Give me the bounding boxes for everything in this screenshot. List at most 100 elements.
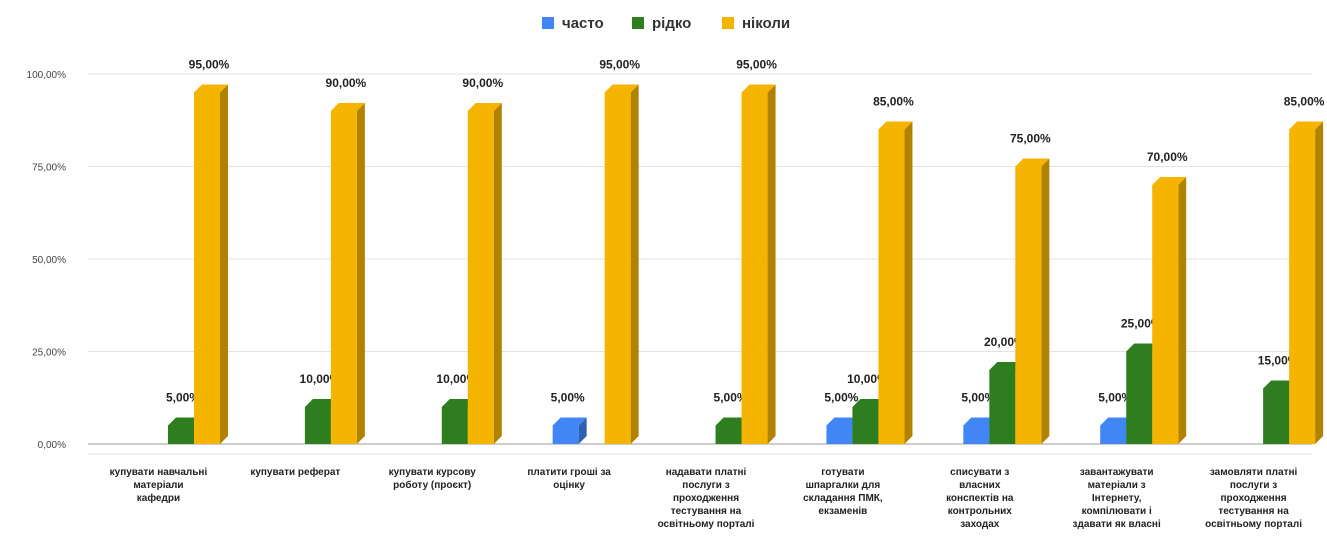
x-tick-label-line: роботу (проєкт) [393, 479, 471, 491]
bar-top-2-3 [441, 399, 476, 407]
y-tick-label: 75,00% [32, 163, 66, 174]
data-label-3-8: 70,00% [1147, 150, 1188, 164]
bar-top-3-6 [878, 121, 913, 130]
x-tick-label-line: власних [959, 480, 1001, 491]
x-tick-label-9: замовляти платні послуги з проходження тест… [1205, 467, 1302, 530]
bar-top-1-8 [1100, 417, 1135, 426]
x-tick-label-line: послуги з [1230, 480, 1277, 491]
data-label-2-5: 5,00% [714, 391, 748, 405]
data-label-1-8: 5,00% [1098, 391, 1132, 405]
x-tick-label-5: надавати платні послуги з проходження тесту… [658, 467, 755, 530]
bar-ніколи-7 [1015, 166, 1042, 444]
bar-side-3-1 [220, 84, 228, 444]
bar-рідко-7 [989, 370, 1016, 444]
bar-рідко-6 [852, 407, 879, 444]
bar-ніколи-1 [194, 92, 220, 444]
bar-рідко-3 [441, 407, 468, 444]
bar-ніколи-2 [330, 111, 357, 444]
data-label-3-1: 95,00% [189, 58, 230, 72]
x-tick-label-4: платити гроші за оцінку [527, 467, 611, 491]
data-label-3-5: 95,00% [736, 58, 777, 72]
bar-рідко-9 [1263, 388, 1290, 444]
data-label-2-8: 25,00% [1121, 317, 1162, 331]
bar-рідко-1 [168, 425, 194, 444]
x-tick-label-line: здавати як власні [1073, 519, 1161, 530]
x-tick-label-line: складання ПМК, [803, 493, 883, 504]
data-label-2-2: 10,00% [300, 372, 341, 386]
bar-side-3-3 [493, 103, 502, 444]
bar-top-2-7 [989, 362, 1024, 370]
bar-side-1-4 [578, 417, 587, 444]
data-label-3-7: 75,00% [1010, 132, 1051, 146]
legend-swatch-1 [542, 17, 554, 29]
bar-top-3-9 [1289, 121, 1324, 130]
bar-side-3-9 [1315, 121, 1324, 444]
bar-side-3-6 [904, 121, 913, 444]
data-label-2-7: 20,00% [984, 335, 1025, 349]
data-label-1-7: 5,00% [961, 391, 995, 405]
x-tick-label-line: завантажувати [1080, 467, 1154, 478]
legend-swatch-2 [632, 17, 644, 29]
bar-top-1-6 [826, 417, 861, 426]
bar-top-1-7 [963, 417, 998, 426]
y-tick-label: 50,00% [32, 255, 66, 266]
x-tick-label-line: надавати платні [666, 467, 747, 478]
bar-ніколи-3 [467, 111, 494, 444]
bar-top-3-2 [330, 103, 365, 111]
bar-часто-6 [826, 425, 853, 444]
bar-top-1-4 [552, 417, 587, 426]
y-tick-label: 0,00% [38, 440, 66, 451]
legend-label-3: ніколи [742, 15, 790, 32]
bar-side-3-5 [767, 84, 776, 444]
bar-top-2-5 [715, 417, 750, 426]
bar-side-3-7 [1041, 158, 1050, 444]
x-tick-label-line: кафедри [137, 492, 180, 504]
data-label-2-9: 15,00% [1258, 354, 1299, 368]
bar-рідко-8 [1126, 351, 1153, 444]
x-tick-label-line: Інтернету, [1092, 493, 1142, 504]
bar-ніколи-4 [604, 92, 631, 444]
bar-top-2-8 [1126, 343, 1161, 352]
x-tick-label-line: проходження [673, 493, 739, 504]
x-tick-label-7: списувати з власних конспектів на контрольн… [946, 467, 1014, 530]
bar-ніколи-9 [1289, 129, 1316, 444]
bar-ніколи-8 [1152, 185, 1179, 444]
data-label-2-1: 5,00% [166, 391, 200, 405]
bar-часто-4 [552, 425, 579, 444]
legend-label-2: рідко [652, 15, 691, 32]
bar-top-2-6 [852, 399, 887, 407]
x-tick-label-line: матеріали з [1088, 480, 1146, 491]
legend-swatch-3 [722, 17, 734, 29]
x-tick-label-line: компілювати і [1082, 506, 1152, 517]
x-tick-label-line: списувати з [950, 467, 1009, 478]
x-tick-label-line: замовляти платні [1210, 467, 1298, 478]
bar-side-3-2 [356, 103, 365, 444]
x-tick-label-line: купувати навчальні [110, 467, 208, 478]
data-label-1-6: 5,00% [824, 391, 858, 405]
bar-top-3-4 [604, 84, 639, 93]
x-tick-label-line: заходах [960, 519, 1000, 530]
bar-top-2-2 [304, 399, 339, 407]
x-tick-label-line: тестування на [671, 506, 742, 517]
x-tick-label-3: купувати курсову роботу (проєкт) [389, 467, 477, 491]
x-tick-label-6: готувати шпаргалки для складання ПМК, екзам… [803, 467, 883, 517]
data-label-2-6: 10,00% [847, 372, 888, 386]
data-label-3-3: 90,00% [462, 76, 503, 90]
bar-top-2-1 [168, 417, 202, 426]
bar-top-3-7 [1015, 158, 1050, 167]
legend-label-1: часто [562, 15, 604, 32]
x-tick-label-line: тестування на [1218, 506, 1289, 517]
bar-часто-8 [1100, 425, 1127, 444]
x-tick-label-1: купувати навчальні матеріали кафедри [110, 467, 208, 504]
data-label-3-6: 85,00% [873, 95, 914, 109]
y-tick-label: 25,00% [32, 348, 66, 359]
bar-ніколи-5 [741, 92, 768, 444]
bar-ніколи-6 [878, 129, 905, 444]
bar-side-3-8 [1178, 177, 1187, 444]
bar-рідко-2 [304, 407, 331, 444]
x-tick-label-line: освітньому порталі [658, 519, 755, 530]
bar-side-3-4 [630, 84, 639, 444]
data-label-3-4: 95,00% [599, 58, 640, 72]
x-tick-label-line: платити гроші за [527, 467, 611, 478]
